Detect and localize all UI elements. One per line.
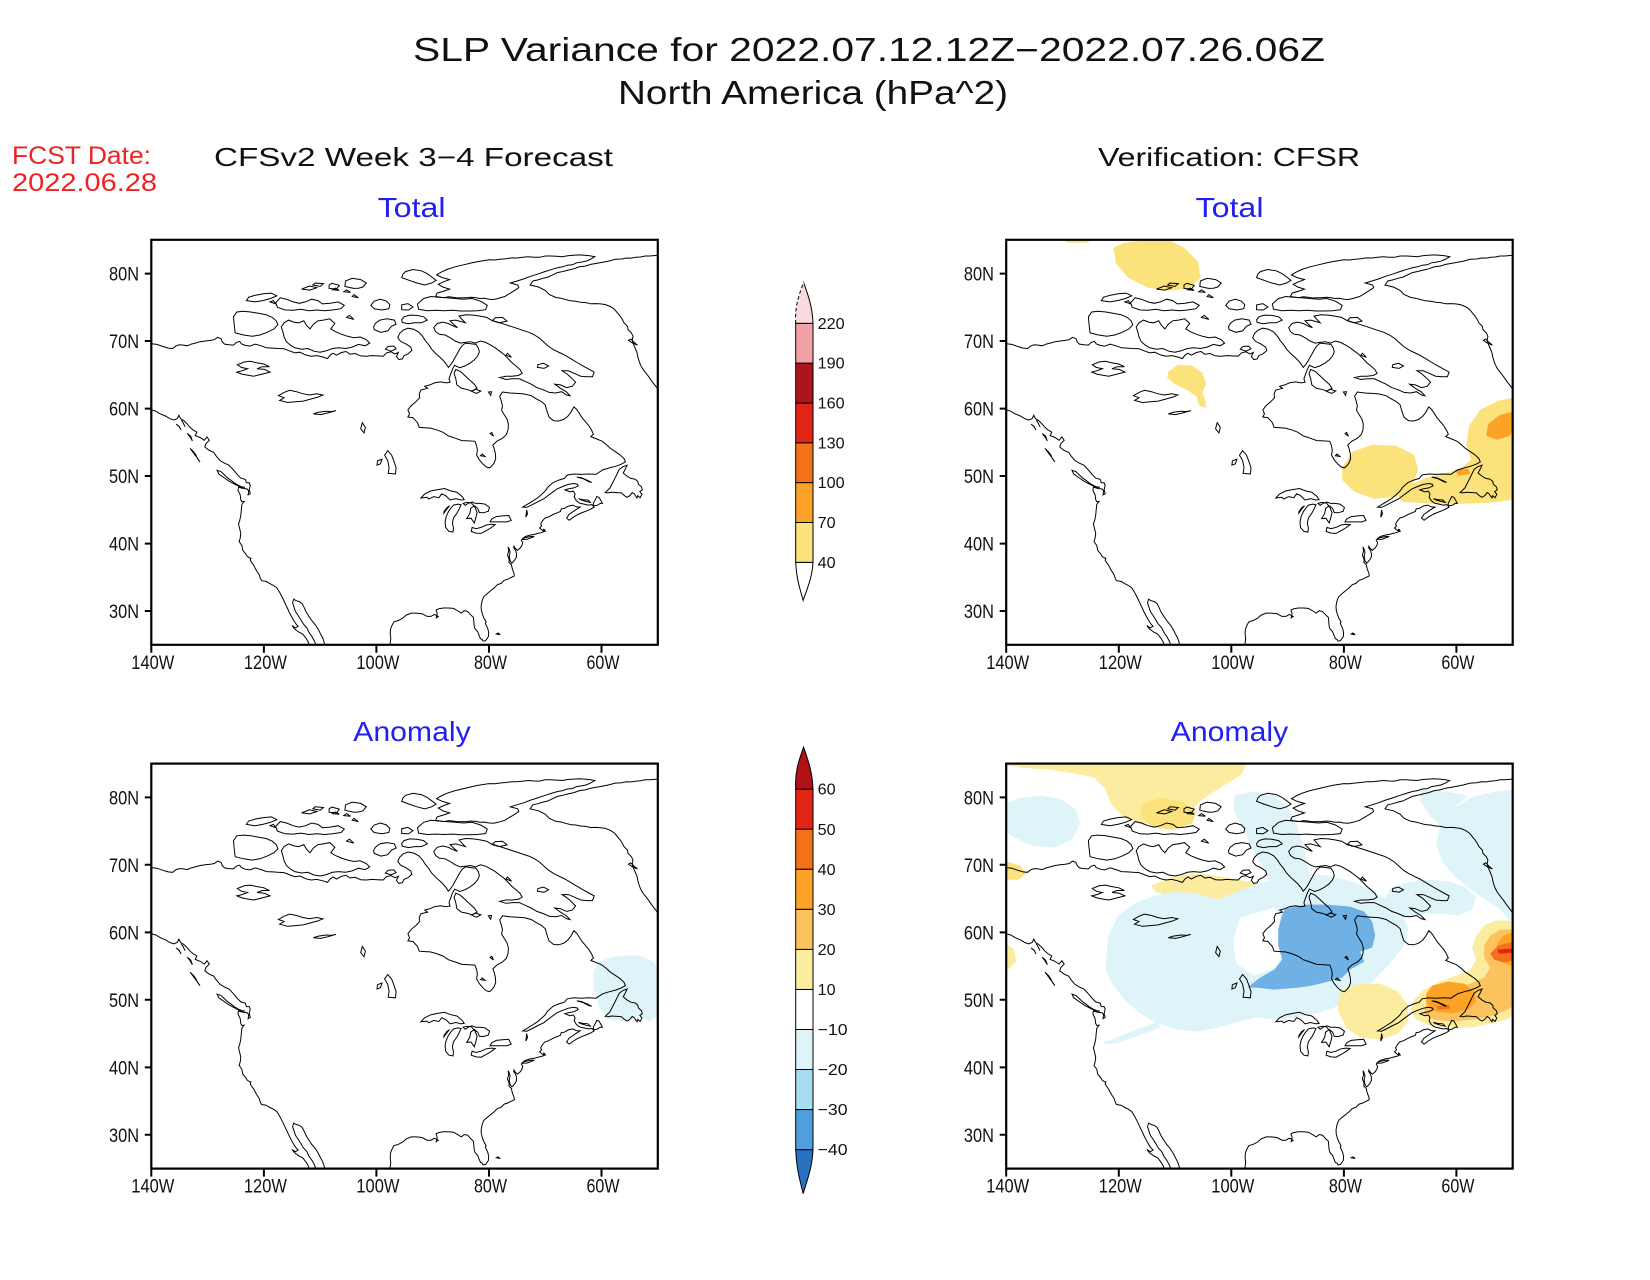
svg-text:−30: −30 [818,1102,848,1119]
svg-text:40N: 40N [964,1058,994,1079]
svg-text:2022.06.28: 2022.06.28 [12,169,157,197]
svg-text:60N: 60N [964,400,994,421]
svg-text:100W: 100W [356,1177,399,1198]
svg-text:40: 40 [818,862,836,879]
svg-text:100W: 100W [1211,1177,1254,1198]
svg-text:140W: 140W [131,653,174,674]
svg-text:Verification: CFSR: Verification: CFSR [1098,142,1360,172]
svg-text:100W: 100W [356,653,399,674]
svg-text:30N: 30N [964,1126,994,1147]
svg-text:80N: 80N [109,265,139,286]
svg-text:30N: 30N [109,602,139,623]
svg-text:30N: 30N [964,602,994,623]
svg-text:190: 190 [818,356,845,373]
svg-text:60W: 60W [1441,1177,1474,1198]
svg-text:80N: 80N [964,265,994,286]
svg-text:100W: 100W [1211,653,1254,674]
svg-text:80W: 80W [474,653,507,674]
svg-text:CFSv2 Week 3−4 Forecast: CFSv2 Week 3−4 Forecast [214,142,614,172]
svg-text:70N: 70N [109,332,139,353]
svg-text:10: 10 [818,982,836,999]
svg-text:30: 30 [818,902,836,919]
svg-text:60W: 60W [587,653,620,674]
svg-text:120W: 120W [244,1177,287,1198]
svg-text:160: 160 [818,396,845,413]
svg-text:70N: 70N [109,856,139,877]
svg-text:80W: 80W [1329,1177,1362,1198]
svg-text:140W: 140W [986,653,1029,674]
svg-text:60N: 60N [109,400,139,421]
svg-text:50: 50 [818,822,836,839]
svg-text:80N: 80N [109,788,139,809]
svg-text:Anomaly: Anomaly [353,716,471,747]
svg-text:80W: 80W [1329,653,1362,674]
svg-text:70: 70 [818,515,836,532]
svg-text:Anomaly: Anomaly [1171,716,1289,747]
svg-text:Total: Total [1196,192,1264,223]
svg-text:40: 40 [818,555,836,572]
svg-text:40N: 40N [109,535,139,556]
svg-text:Total: Total [378,192,446,223]
svg-text:40N: 40N [964,535,994,556]
svg-text:FCST Date:: FCST Date: [12,142,151,170]
svg-text:220: 220 [818,316,845,333]
svg-text:50N: 50N [109,467,139,488]
svg-text:−20: −20 [818,1062,848,1079]
svg-text:70N: 70N [964,332,994,353]
svg-text:80N: 80N [964,788,994,809]
svg-text:−40: −40 [818,1142,848,1159]
svg-text:130: 130 [818,435,845,452]
svg-text:100: 100 [818,475,845,492]
svg-text:−10: −10 [818,1022,848,1039]
svg-text:SLP Variance for 2022.07.12.12: SLP Variance for 2022.07.12.12Z−2022.07.… [413,31,1325,68]
svg-text:80W: 80W [474,1177,507,1198]
svg-text:70N: 70N [964,856,994,877]
svg-text:120W: 120W [244,653,287,674]
svg-text:30N: 30N [109,1126,139,1147]
svg-text:60: 60 [818,782,836,799]
svg-text:50N: 50N [109,991,139,1012]
svg-text:20: 20 [818,942,836,959]
svg-text:60W: 60W [1441,653,1474,674]
svg-text:50N: 50N [964,467,994,488]
svg-text:60W: 60W [587,1177,620,1198]
svg-text:50N: 50N [964,991,994,1012]
svg-text:140W: 140W [131,1177,174,1198]
svg-text:140W: 140W [986,1177,1029,1198]
svg-text:40N: 40N [109,1058,139,1079]
svg-text:120W: 120W [1099,1177,1142,1198]
svg-text:60N: 60N [964,923,994,944]
svg-text:North America (hPa^2): North America (hPa^2) [618,74,1008,111]
svg-text:60N: 60N [109,923,139,944]
svg-text:120W: 120W [1099,653,1142,674]
